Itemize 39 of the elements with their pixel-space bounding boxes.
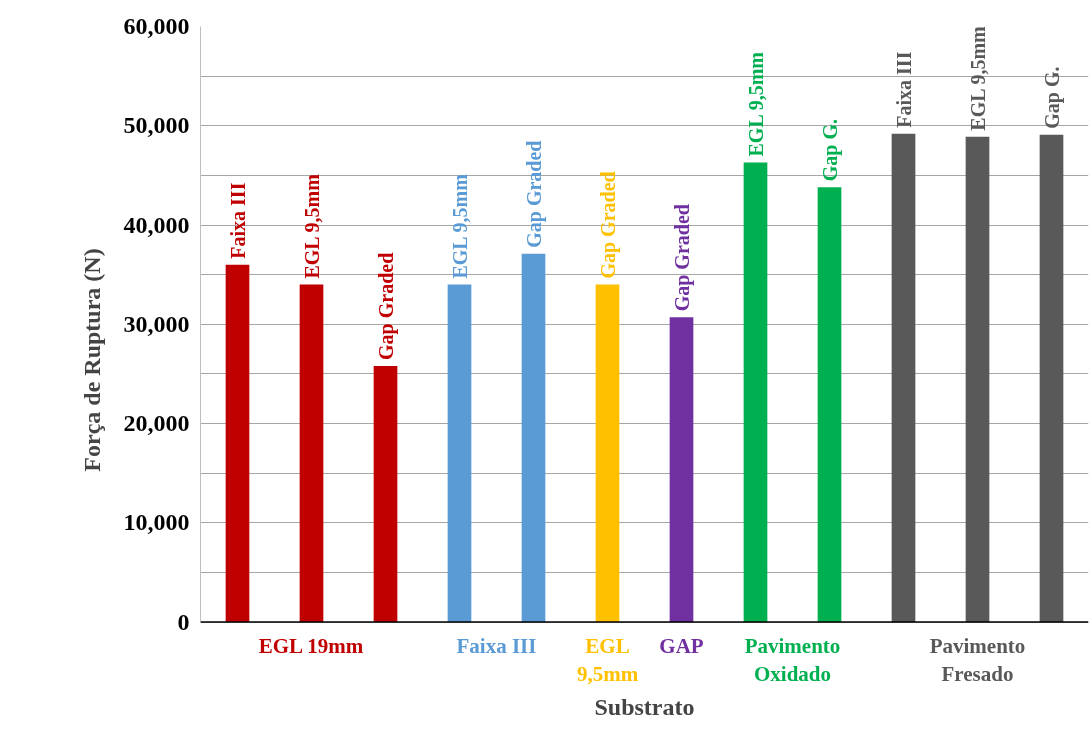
bar	[595, 284, 620, 623]
x-tick-label: Gap Graded	[374, 252, 398, 360]
x-tick-label: Gap Graded	[596, 171, 620, 279]
y-tick-label: 40,000	[123, 211, 190, 238]
y-tick-label: 50,000	[123, 112, 190, 139]
series-label: Pavimento Fresado	[929, 633, 1026, 686]
series-label: Faixa III	[456, 633, 537, 658]
series-label: EGL 19mm	[258, 633, 364, 658]
x-axis-title: Substrato	[594, 693, 695, 720]
y-tick-label: 0	[177, 608, 190, 635]
bar	[743, 162, 768, 623]
x-tick-label: Gap Graded	[670, 204, 694, 312]
y-tick-label: 10,000	[123, 509, 190, 536]
y-axis-title: Força de Ruptura (N)	[78, 248, 105, 472]
x-tick-label: Gap G.	[1040, 66, 1064, 129]
bar	[521, 253, 546, 623]
bar	[299, 284, 324, 623]
series-label: GAP	[659, 633, 704, 658]
bar	[669, 317, 694, 623]
y-tick-label: 60,000	[123, 13, 190, 39]
bar	[891, 133, 916, 623]
bar	[965, 136, 990, 623]
bar	[225, 264, 250, 623]
x-tick-label: EGL 9,5mm	[966, 25, 989, 131]
bar	[447, 284, 472, 623]
series-label: Pavimento Oxidado	[744, 633, 841, 686]
bar	[817, 187, 842, 623]
series-label: EGL 9,5mm	[576, 633, 639, 686]
x-tick-label: EGL 9,5mm	[300, 173, 323, 279]
x-tick-label: Gap G.	[818, 119, 842, 182]
y-tick-label: 20,000	[123, 410, 190, 437]
x-tick-label: EGL 9,5mm	[448, 173, 471, 279]
y-tick-label: 30,000	[123, 310, 190, 337]
x-tick-label: Faixa III	[892, 51, 915, 128]
x-tick-label: EGL 9,5mm	[744, 51, 767, 157]
x-tick-label: Faixa III	[226, 182, 249, 259]
bar	[1039, 134, 1064, 623]
x-tick-label: Gap Graded	[522, 140, 546, 248]
bar	[373, 365, 398, 623]
